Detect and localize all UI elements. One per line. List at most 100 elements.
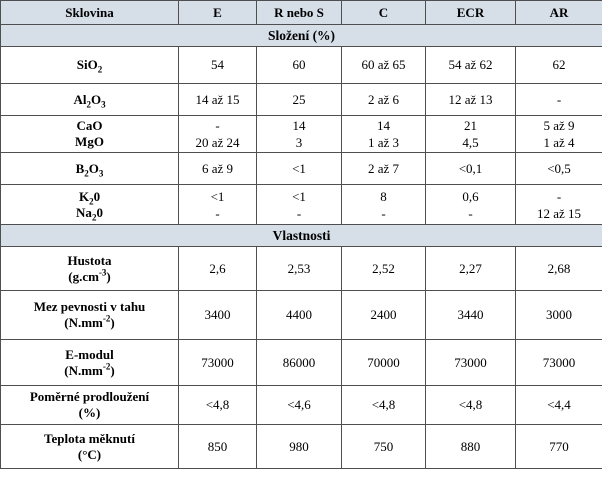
value-cell: 70000 bbox=[341, 339, 426, 386]
value-cell: -12 až 15 bbox=[515, 184, 602, 225]
value-cell: - bbox=[515, 83, 602, 116]
value-cell: 2,6 bbox=[178, 246, 257, 291]
table-row: Al2O3 14 až 15 25 2 až 6 12 až 13- bbox=[0, 83, 602, 116]
header-cell-r-nebo-s: R nebo S bbox=[256, 0, 342, 25]
value-cell: 54 bbox=[178, 46, 257, 84]
value-line: 1 až 3 bbox=[367, 135, 400, 150]
section-composition-row: Složení (%) bbox=[0, 24, 602, 47]
value-cell: 73000 bbox=[425, 339, 516, 386]
value-line: 14 bbox=[377, 118, 390, 133]
value-cell: 6 až 9 bbox=[178, 152, 257, 185]
value-cell: 850 bbox=[178, 424, 257, 469]
row-label: K20 Na20 bbox=[0, 184, 179, 225]
value-cell: 3440 bbox=[425, 290, 516, 340]
value-cell: <1- bbox=[256, 184, 342, 225]
row-label: Teplota měknutí (°C) bbox=[0, 424, 179, 469]
header-row: Sklovina E R nebo S C ECR AR bbox=[0, 0, 602, 25]
row-label: B2O3 bbox=[0, 152, 179, 185]
value-line: - bbox=[215, 118, 220, 133]
row-label: CaO MgO bbox=[0, 115, 179, 153]
value-cell: <0,1 bbox=[425, 152, 516, 185]
section-properties-row: Vlastnosti bbox=[0, 224, 602, 247]
row-label: Al2O3 bbox=[0, 83, 179, 116]
value-cell: 73000 bbox=[178, 339, 257, 386]
value-cell: 62 bbox=[515, 46, 602, 84]
value-cell: 4400 bbox=[256, 290, 342, 340]
value-cell: 980 bbox=[256, 424, 342, 469]
value-cell: 2400 bbox=[341, 290, 426, 340]
value-cell: 12 až 13 bbox=[425, 83, 516, 116]
value-cell: 0,6- bbox=[425, 184, 516, 225]
row-label: Hustota (g.cm-3) bbox=[0, 246, 179, 291]
header-cell-sklovina: Sklovina bbox=[0, 0, 179, 25]
header-cell-ar: AR bbox=[515, 0, 602, 25]
value-cell: 14 1 až 3 bbox=[341, 115, 426, 153]
value-cell: <4,8 bbox=[425, 385, 516, 425]
value-cell: 2,27 bbox=[425, 246, 516, 291]
value-line: 5 až 9 bbox=[543, 118, 575, 133]
header-cell-ecr: ECR bbox=[425, 0, 516, 25]
value-line: - bbox=[381, 205, 386, 221]
value-cell: - 20 až 24 bbox=[178, 115, 257, 153]
table-row: Mez pevnosti v tahu (N.mm-2) 3400 4400 2400 3… bbox=[0, 290, 602, 340]
value-line: - bbox=[296, 205, 302, 221]
value-cell: 8- bbox=[341, 184, 426, 225]
section-composition-heading: Složení (%) bbox=[0, 24, 602, 47]
row-label: Poměrné prodloužení (%) bbox=[0, 385, 179, 425]
value-line: <1 bbox=[210, 188, 225, 204]
table-row: Teplota měknutí (°C) 850 980 750 880 770 bbox=[0, 424, 602, 469]
value-line: 12 až 15 bbox=[536, 205, 582, 221]
value-cell: 2,52 bbox=[341, 246, 426, 291]
value-cell: <0,5 bbox=[515, 152, 602, 185]
value-line: 3 bbox=[295, 135, 303, 150]
value-cell: 21 4,5 bbox=[425, 115, 516, 153]
value-cell: <1 bbox=[256, 152, 342, 185]
value-cell: <1- bbox=[178, 184, 257, 225]
row-label: E-modul (N.mm-2) bbox=[0, 339, 179, 386]
value-line: 21 bbox=[464, 118, 477, 133]
table-row: B2O3 6 až 9 <1 2 až 7 <0,1 <0,5 bbox=[0, 152, 602, 185]
value-line: - bbox=[468, 205, 473, 221]
value-line: 0,6 bbox=[462, 188, 479, 204]
value-cell: 14 až 15 bbox=[178, 83, 257, 116]
value-cell: <4,6 bbox=[256, 385, 342, 425]
value-cell: 880 bbox=[425, 424, 516, 469]
value-cell: 2 až 6 bbox=[341, 83, 426, 116]
value-cell: 750 bbox=[341, 424, 426, 469]
value-line: - bbox=[215, 205, 220, 221]
value-cell: 5 až 9 1 až 4 bbox=[515, 115, 602, 153]
section-properties-heading: Vlastnosti bbox=[0, 224, 602, 247]
header-cell-e: E bbox=[178, 0, 257, 25]
table-row: E-modul (N.mm-2) 73000 86000 70000 73000 73000 bbox=[0, 339, 602, 386]
value-cell: 2 až 7 bbox=[341, 152, 426, 185]
value-cell: 3400 bbox=[178, 290, 257, 340]
value-cell: 2,53 bbox=[256, 246, 342, 291]
value-line: 4,5 bbox=[462, 135, 479, 150]
value-cell: <4,4 bbox=[515, 385, 602, 425]
value-cell: 3000 bbox=[515, 290, 602, 340]
value-line: 8 bbox=[380, 188, 387, 204]
value-line: 20 až 24 bbox=[195, 135, 240, 150]
value-line: - bbox=[556, 188, 562, 204]
table-row: K20 Na20 <1- <1-8-0,6- -12 až 15 bbox=[0, 184, 602, 225]
value-cell: 54 až 62 bbox=[425, 46, 516, 84]
table-row: Poměrné prodloužení (%) <4,8 <4,6 <4,8 <4,8 <4… bbox=[0, 385, 602, 425]
header-cell-c: C bbox=[341, 0, 426, 25]
value-cell: 73000 bbox=[515, 339, 602, 386]
value-line: 1 až 4 bbox=[543, 135, 575, 150]
value-line: 14 bbox=[292, 118, 306, 133]
value-cell: 14 3 bbox=[256, 115, 342, 153]
table-row: SiO2 54 60 60 až 65 54 až 62 62 bbox=[0, 46, 602, 84]
value-cell: 25 bbox=[256, 83, 342, 116]
value-cell: 60 bbox=[256, 46, 342, 84]
value-cell: <4,8 bbox=[341, 385, 426, 425]
value-cell: <4,8 bbox=[178, 385, 257, 425]
value-cell: 60 až 65 bbox=[341, 46, 426, 84]
row-label: SiO2 bbox=[0, 46, 179, 84]
row-label: Mez pevnosti v tahu (N.mm-2) bbox=[0, 290, 179, 340]
value-cell: 770 bbox=[515, 424, 602, 469]
glass-properties-table: Sklovina E R nebo S C ECR AR Složení (%)… bbox=[0, 0, 602, 469]
value-cell: 86000 bbox=[256, 339, 342, 386]
table-body: Složení (%) SiO2 54 60 60 až 65 54 až 62 62 Al2… bbox=[0, 24, 602, 469]
